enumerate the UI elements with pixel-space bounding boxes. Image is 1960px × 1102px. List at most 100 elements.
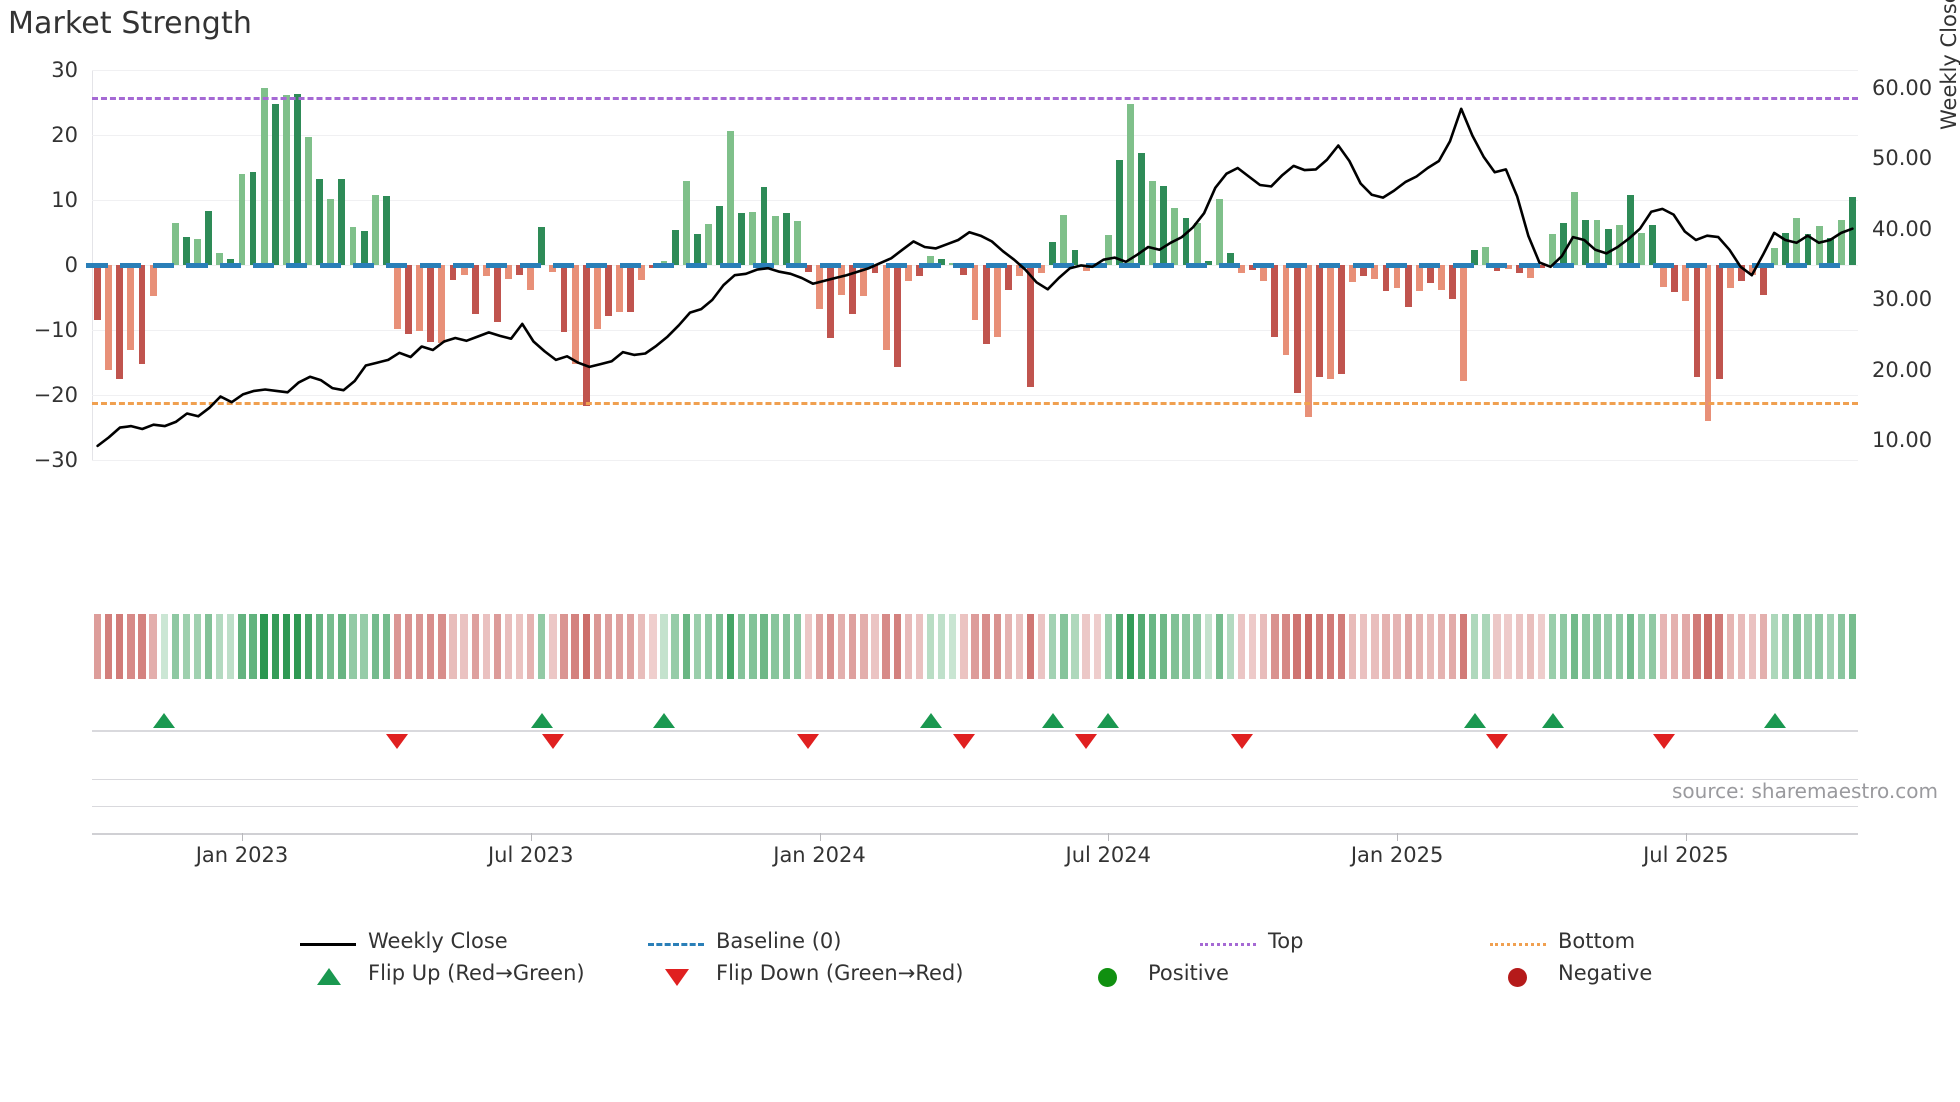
strength-bar [1426,265,1434,283]
baseline-segment [852,262,874,268]
gridline [92,70,1858,71]
strength-bar [838,265,846,295]
strength-bar [1060,214,1068,265]
flip-up-marker [1541,713,1564,728]
strength-bar [1260,265,1268,281]
heatmap-cell [304,614,313,679]
heatmap-cell [538,614,546,679]
dotted-line-icon [1490,943,1546,946]
baseline-segment [586,262,608,268]
heatmap-cell [1815,614,1823,679]
heatmap-cell [549,614,557,679]
x-axis-tick [1685,833,1687,841]
heatmap-cell [960,614,968,679]
baseline-segment [186,262,208,268]
strength-bar [1138,153,1146,265]
heatmap-cell [1015,614,1024,679]
strength-bar [1027,265,1034,387]
strength-bar [471,265,479,314]
baseline-segment [686,262,708,268]
heatmap-cell [260,614,268,679]
heatmap-cell [1426,614,1435,679]
heatmap-cell [1226,614,1235,679]
strength-bar [360,230,368,265]
heatmap-cell [1826,614,1834,679]
heatmap-cell [493,614,502,679]
strength-bar [827,265,835,338]
strength-bar [1127,103,1134,265]
strength-bar [1526,265,1534,278]
strength-bar [1338,265,1345,375]
strength-bar [971,265,979,321]
strength-bar [349,226,357,265]
x-axis-tick [1108,833,1110,841]
heatmap-cell [271,614,279,679]
baseline-segment [219,262,241,268]
strength-bar [916,265,923,277]
baseline-segment [1619,262,1641,268]
strength-bar [1038,265,1046,274]
heatmap-cell [1837,614,1845,679]
strength-bar [671,229,679,265]
heatmap-cell [204,614,213,679]
baseline-segment [153,262,175,268]
baseline-segment [452,262,475,268]
baseline-segment [919,262,941,268]
strength-bar [1749,265,1756,276]
y-axis-right-tick-label: 20.00 [1872,357,1933,382]
heatmap-cell [1460,614,1468,679]
strength-bar [860,265,868,296]
strength-bar [1771,248,1779,265]
heatmap-cell [1293,614,1301,679]
x-axis-tick-label: Jan 2023 [195,843,289,867]
heatmap-cell [1260,614,1268,679]
heatmap-cell [593,614,602,679]
heatmap-cell [760,614,768,679]
heatmap-cell [749,614,757,679]
gridline [92,135,1858,136]
heatmap-cell [93,614,102,679]
strength-bar [727,131,735,265]
strength-bar [516,265,524,275]
baseline-segment [1019,262,1041,268]
strength-bar [793,221,801,265]
heatmap-cell [815,614,824,679]
strength-bar [993,265,1001,338]
strength-bar [1160,186,1168,265]
heatmap-cell [1371,614,1379,679]
baseline-segment [1552,262,1574,268]
strength-bar [749,211,757,265]
heatmap-cell [1360,614,1368,679]
heatmap-cell [1782,614,1790,679]
strength-bar [1304,265,1312,418]
heatmap-cell [160,614,168,679]
strength-bar [1082,265,1090,271]
heatmap-cell [704,614,713,679]
strength-bar [549,265,557,272]
y-axis-right-tick-label: 30.00 [1872,287,1933,312]
circle-marker-icon [1098,968,1117,987]
heatmap-cell [216,614,224,679]
heatmap-cell [338,614,346,679]
separator-rule-upper [92,779,1858,780]
strength-bar [271,104,279,265]
heatmap-cell [993,614,1001,679]
heatmap-cell [371,614,379,679]
flip-up-marker [653,713,675,728]
strength-bar [960,265,968,275]
heatmap-cell [1693,614,1701,679]
heatmap-cell [671,614,679,679]
heatmap-cell [1582,614,1590,679]
heatmap-cell [715,614,724,679]
strength-bar [1649,225,1656,265]
strength-bar [1782,232,1790,265]
circle-marker-icon [1508,968,1527,987]
heatmap-cell [127,614,135,679]
heatmap-cell [293,614,302,679]
flip-up-marker [530,713,553,728]
source-attribution: source: sharemaestro.com [1672,779,1938,803]
heatmap-cell [482,614,490,679]
heatmap-cell [104,614,113,679]
heatmap-cell [1282,614,1290,679]
x-axis-tick-label: Jul 2023 [487,843,574,867]
